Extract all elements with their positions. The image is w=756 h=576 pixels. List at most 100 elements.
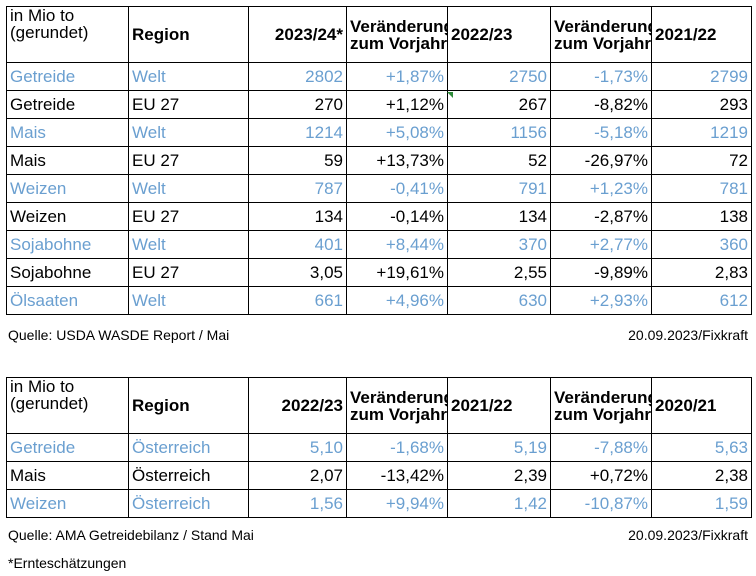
table-body: Getreide Österreich 5,10 -1,68% 5,19 -7,88% 5,… — [6, 433, 752, 518]
region-cell: EU 27 — [128, 258, 249, 287]
value2-cell: 2,39 — [447, 461, 551, 490]
value1-cell: 787 — [248, 174, 347, 203]
value3-cell: 138 — [651, 202, 752, 231]
change-line-1: Veränderung — [554, 387, 652, 407]
value3-cell: 2,83 — [651, 258, 752, 287]
unit-header: in Mio to (gerundet) — [6, 377, 129, 434]
region-cell: Welt — [128, 174, 249, 203]
crop-table-world-eu: in Mio to (gerundet) Region 2023/24* Ver… — [6, 6, 752, 315]
value2-cell: 5,19 — [447, 433, 551, 462]
change2-cell: -1,73% — [550, 62, 652, 91]
table-header-row: in Mio to (gerundet) Region 2022/23 Verä… — [6, 377, 752, 434]
unit-line-2: (gerundet) — [10, 394, 89, 413]
value1-cell: 1,56 — [248, 489, 347, 518]
value3-cell: 612 — [651, 286, 752, 315]
change1-cell: +4,96% — [346, 286, 448, 315]
region-cell: EU 27 — [128, 90, 249, 119]
value1-cell: 59 — [248, 146, 347, 175]
region-cell: EU 27 — [128, 202, 249, 231]
value2-cell: 630 — [447, 286, 551, 315]
region-header: Region — [128, 6, 249, 63]
change-line-1: Veränderung — [350, 387, 448, 407]
value1-cell: 5,10 — [248, 433, 347, 462]
change2-cell: -7,88% — [550, 433, 652, 462]
value3-cell: 781 — [651, 174, 752, 203]
unit-line-1: in Mio to — [10, 377, 75, 396]
value2-cell: 370 — [447, 230, 551, 259]
product-cell: Sojabohne — [6, 258, 129, 287]
value3-cell: 2799 — [651, 62, 752, 91]
product-cell: Getreide — [6, 90, 129, 119]
change1-cell: +19,61% — [346, 258, 448, 287]
region-cell: Österreich — [128, 489, 249, 518]
value3-cell: 72 — [651, 146, 752, 175]
change2-header: Veränderung zum Vorjahr — [550, 6, 652, 63]
value1-cell: 134 — [248, 202, 347, 231]
value3-cell: 1,59 — [651, 489, 752, 518]
value3-cell: 293 — [651, 90, 752, 119]
change1-header: Veränderung zum Vorjahr — [346, 6, 448, 63]
value3-cell: 2,38 — [651, 461, 752, 490]
value2-cell: 134 — [447, 202, 551, 231]
change2-cell: +1,23% — [550, 174, 652, 203]
change2-cell: +2,93% — [550, 286, 652, 315]
footnote: *Ernteschätzungen — [8, 555, 127, 571]
crop-table-austria: in Mio to (gerundet) Region 2022/23 Verä… — [6, 377, 752, 518]
change2-cell: -10,87% — [550, 489, 652, 518]
year1-header: 2022/23 — [248, 377, 347, 434]
product-cell: Ölsaaten — [6, 286, 129, 315]
value2-cell: 1,42 — [447, 489, 551, 518]
table-row: Sojabohne Welt 401 +8,44% 370 +2,77% 360 — [6, 230, 752, 259]
product-cell: Weizen — [6, 489, 129, 518]
value1-cell: 661 — [248, 286, 347, 315]
table-row: Mais Österreich 2,07 -13,42% 2,39 +0,72% 2,38 — [6, 461, 752, 490]
change2-cell: +2,77% — [550, 230, 652, 259]
source-note: Quelle: AMA Getreidebilanz / Stand Mai — [8, 527, 254, 543]
unit-header: in Mio to (gerundet) — [6, 6, 129, 63]
table-body: Getreide Welt 2802 +1,87% 2750 -1,73% 2799 Getr… — [6, 62, 752, 315]
table-row: Getreide Österreich 5,10 -1,68% 5,19 -7,88% 5,… — [6, 433, 752, 462]
change1-header: Veränderung zum Vorjahr — [346, 377, 448, 434]
change1-cell: +1,87% — [346, 62, 448, 91]
region-cell: Welt — [128, 118, 249, 147]
change1-cell: +8,44% — [346, 230, 448, 259]
region-cell: EU 27 — [128, 146, 249, 175]
date-stamp: 20.09.2023/Fixkraft — [628, 527, 748, 543]
change1-cell: +9,94% — [346, 489, 448, 518]
region-cell: Welt — [128, 286, 249, 315]
product-cell: Mais — [6, 118, 129, 147]
value3-cell: 1219 — [651, 118, 752, 147]
value2-cell: 2,55 — [447, 258, 551, 287]
change1-cell: -0,41% — [346, 174, 448, 203]
product-cell: Sojabohne — [6, 230, 129, 259]
change-line-1: Veränderung — [554, 16, 652, 36]
change-line-1: Veränderung — [350, 16, 448, 36]
product-cell: Getreide — [6, 433, 129, 462]
year2-header: 2022/23 — [447, 6, 551, 63]
change1-cell: -0,14% — [346, 202, 448, 231]
unit-line-2: (gerundet) — [10, 23, 89, 42]
year3-header: 2021/22 — [651, 6, 752, 63]
value1-cell: 270 — [248, 90, 347, 119]
value3-cell: 360 — [651, 230, 752, 259]
table-row: Mais Welt 1214 +5,08% 1156 -5,18% 1219 — [6, 118, 752, 147]
value1-cell: 1214 — [248, 118, 347, 147]
value2-cell: 1156 — [447, 118, 551, 147]
change-line-2: zum Vorjahr — [554, 404, 651, 424]
product-cell: Weizen — [6, 202, 129, 231]
value1-cell: 2,07 — [248, 461, 347, 490]
region-cell: Welt — [128, 62, 249, 91]
value2-cell: 2750 — [447, 62, 551, 91]
product-cell: Mais — [6, 146, 129, 175]
region-cell: Österreich — [128, 461, 249, 490]
year3-header: 2020/21 — [651, 377, 752, 434]
value3-cell: 5,63 — [651, 433, 752, 462]
value1-cell: 3,05 — [248, 258, 347, 287]
table-row: Getreide Welt 2802 +1,87% 2750 -1,73% 2799 — [6, 62, 752, 91]
value2-cell: 52 — [447, 146, 551, 175]
unit-line-1: in Mio to — [10, 6, 75, 25]
value1-cell: 401 — [248, 230, 347, 259]
year2-header: 2021/22 — [447, 377, 551, 434]
region-header: Region — [128, 377, 249, 434]
product-cell: Mais — [6, 461, 129, 490]
